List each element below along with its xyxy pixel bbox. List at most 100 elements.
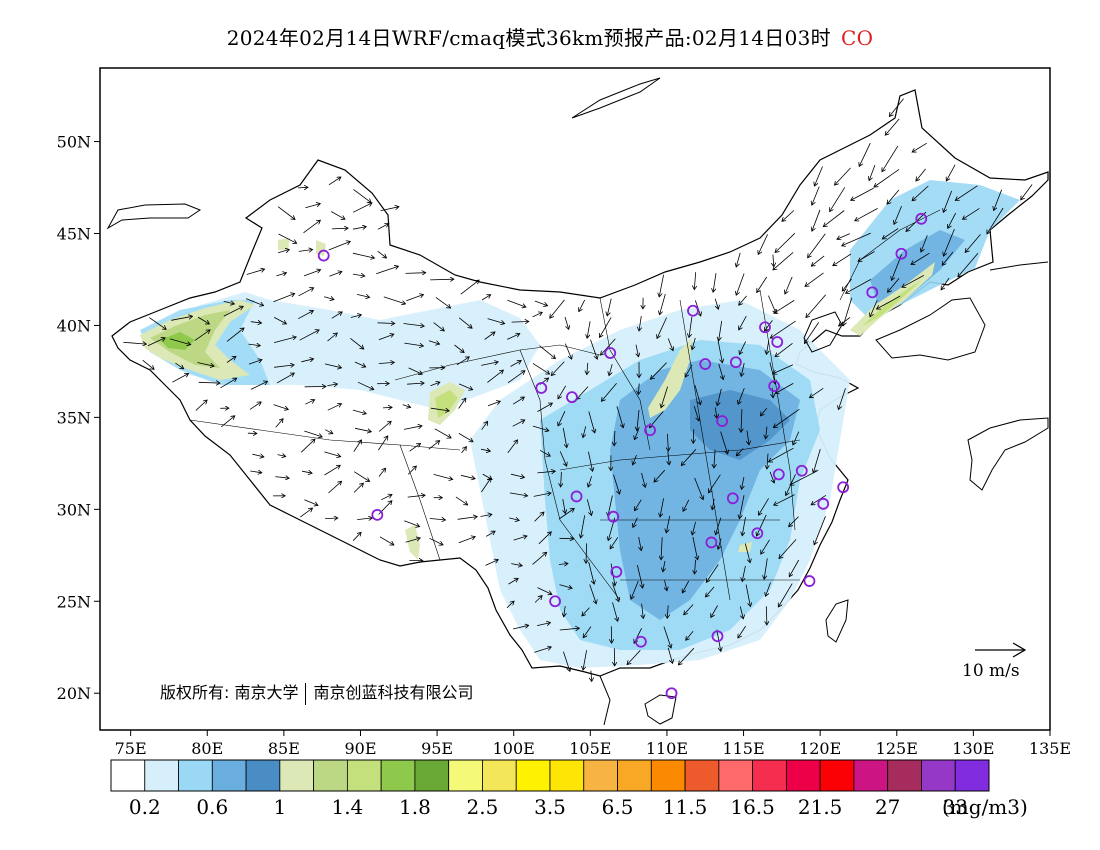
wind-vector (456, 357, 469, 366)
wind-vector (197, 316, 209, 324)
wind-vector (169, 338, 191, 345)
wind-vector (695, 559, 696, 574)
wind-vector (633, 517, 638, 528)
station-marker (604, 347, 617, 359)
station-marker (915, 212, 928, 225)
wind-vector (428, 340, 440, 344)
wind-vector (774, 494, 795, 506)
wind-vector (377, 224, 389, 230)
wind-vector (353, 483, 363, 493)
wind-vector (223, 306, 243, 317)
wind-vector (378, 436, 387, 451)
colorbar-swatch (346, 759, 382, 792)
wind-vector (532, 312, 543, 318)
wind-vector (274, 317, 286, 324)
wind-vector (745, 584, 750, 607)
wind-vector (739, 606, 743, 619)
wind-vector (769, 471, 774, 483)
x-tick-label: 135E (1029, 739, 1071, 758)
wind-vector (587, 362, 588, 375)
colorbar (110, 759, 990, 792)
wind-vector (685, 364, 693, 377)
wind-vector (245, 298, 264, 306)
colorbar-swatch (684, 759, 720, 792)
wind-vector (716, 517, 722, 535)
wind-vector (551, 361, 565, 376)
wind-vector (760, 407, 768, 416)
wind-vector (812, 209, 821, 231)
wind-vector (248, 344, 261, 346)
wind-vector (782, 210, 795, 222)
wind-vector (661, 537, 662, 560)
wind-vector (660, 498, 664, 517)
wind-vector (559, 451, 567, 466)
colorbar-swatch (853, 759, 889, 792)
wind-vector (689, 316, 693, 338)
colorbar-tick-label: 27 (874, 795, 901, 819)
wind-vector (693, 429, 694, 443)
colorbar-swatch (110, 759, 146, 792)
wind-vector (994, 189, 1002, 211)
wind-vector (195, 400, 207, 411)
wind-vector (325, 518, 338, 519)
wind-vector (404, 520, 419, 527)
wind-vector (378, 421, 391, 432)
wind-vector (1021, 184, 1033, 200)
wind-vector (559, 538, 574, 539)
wind-vector (851, 187, 874, 200)
wind-vector (965, 234, 981, 252)
wind-vector (779, 539, 797, 558)
wind-vector (607, 298, 612, 316)
wind-vector (223, 301, 235, 304)
wind-vector (882, 228, 899, 240)
wind-vector (810, 387, 824, 397)
wind-vector (912, 142, 928, 152)
wind-vector (759, 498, 769, 515)
wind-vector (654, 469, 666, 482)
wind-vector (586, 499, 591, 515)
wind-vector (458, 383, 473, 390)
wind-vector (667, 338, 673, 351)
wind-vector (460, 474, 475, 478)
wind-vector (790, 469, 819, 485)
wind-vector (692, 337, 696, 350)
wind-vector (383, 296, 406, 304)
copyright-org1: 南京大学 (234, 683, 299, 702)
wind-vector (814, 166, 823, 187)
copyright-label: 版权所有: (160, 683, 230, 702)
colorbar-swatch (313, 759, 348, 792)
colorbar-swatch (785, 759, 821, 792)
wind-vector (682, 580, 690, 593)
y-tick-label: 35N (57, 408, 91, 427)
wind-vector (694, 385, 701, 404)
wind-vector (739, 341, 746, 355)
station-marker (817, 497, 830, 510)
wind-vector (354, 427, 371, 431)
wind-vector (458, 433, 473, 441)
wind-vector (955, 185, 978, 201)
wind-vector (757, 276, 768, 293)
wind-vector (172, 374, 188, 383)
wind-vector (667, 433, 668, 451)
y-tick-label: 25N (57, 592, 91, 611)
copyright-separator (304, 682, 306, 705)
wind-vector (324, 451, 340, 457)
y-tick-label: 45N (57, 225, 91, 244)
station-marker (837, 481, 850, 494)
map-frame (99, 67, 1051, 731)
wind-vector (534, 596, 542, 603)
wind-vector (661, 386, 668, 408)
wind-vector (601, 338, 616, 355)
wind-vector (736, 252, 741, 267)
wind-vector (764, 320, 773, 331)
wind-vector (665, 580, 668, 590)
wind-vector (513, 536, 527, 541)
wind-vector (376, 266, 398, 275)
wind-vector (659, 274, 664, 297)
wind-vector (739, 495, 745, 519)
wind-vector (583, 426, 586, 437)
wind-vector (407, 495, 425, 497)
wind-vector (273, 404, 289, 410)
wind-vector (533, 493, 551, 497)
wind-vector (324, 363, 342, 368)
